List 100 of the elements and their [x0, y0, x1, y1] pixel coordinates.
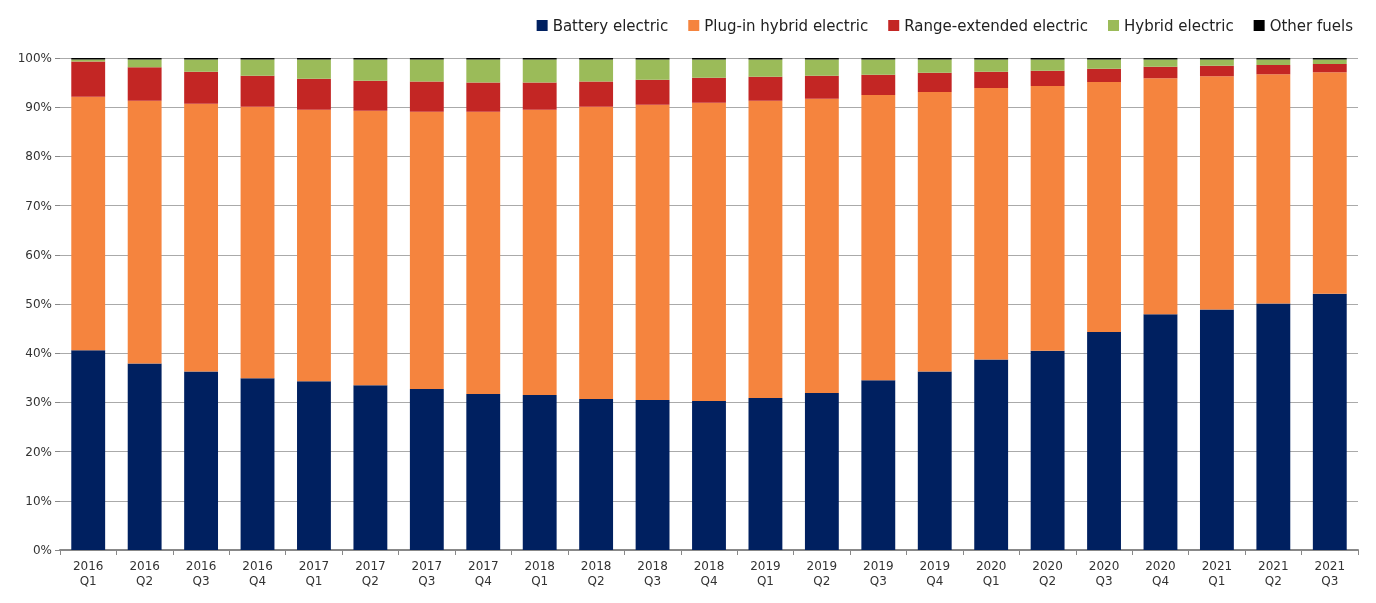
bar: [71, 350, 106, 550]
bar: [409, 81, 444, 112]
bar: [1256, 64, 1291, 75]
bar: [409, 389, 444, 550]
x-tick-label: 2017 Q1: [298, 558, 330, 588]
bar: [71, 96, 106, 351]
bar: [804, 59, 839, 76]
x-tick-label: 2020 Q1: [975, 558, 1007, 588]
bar: [71, 61, 106, 97]
legend-label: Plug-in hybrid electric: [704, 16, 869, 35]
bar: [184, 59, 219, 72]
bar: [466, 111, 501, 395]
bar: [917, 59, 952, 73]
bar: [353, 110, 388, 386]
bar: [974, 88, 1009, 360]
bar: [1199, 76, 1234, 310]
bar: [579, 59, 614, 82]
bar: [1312, 72, 1347, 294]
legend-label: Hybrid electric: [1124, 16, 1234, 35]
bar: [804, 98, 839, 394]
legend-label: Other fuels: [1269, 16, 1354, 35]
x-tick-label: 2016 Q4: [242, 558, 273, 588]
x-tick-label: 2020 Q4: [1145, 558, 1176, 588]
y-tick-label: 0%: [32, 543, 52, 557]
bar: [522, 109, 557, 396]
bar: [861, 380, 896, 550]
bar: [1312, 293, 1347, 550]
x-tick-label: 2020 Q2: [1032, 558, 1063, 588]
x-tick-label: 2019 Q4: [919, 558, 951, 588]
x-tick-label: 2021 Q1: [1201, 558, 1233, 588]
x-tick-label: 2021 Q3: [1314, 558, 1346, 588]
y-tick-label: 100%: [17, 51, 52, 65]
bar: [127, 67, 162, 101]
bar: [917, 91, 952, 372]
bar: [579, 398, 614, 550]
bar: [1199, 65, 1234, 77]
bar: [353, 385, 388, 550]
x-tick-label: 2018 Q4: [693, 558, 725, 588]
y-tick-label: 80%: [25, 149, 52, 164]
bar: [1143, 66, 1178, 79]
bar: [240, 59, 275, 76]
bar: [974, 59, 1009, 72]
x-tick-label: 2017 Q4: [467, 558, 499, 588]
x-tick-label: 2016 Q2: [129, 558, 160, 588]
bar: [1256, 59, 1291, 65]
bar: [297, 381, 331, 550]
bar: [1087, 332, 1121, 550]
bar: [861, 59, 896, 75]
bar: [1030, 350, 1065, 550]
y-tick-label: 20%: [25, 444, 52, 459]
bar: [1256, 74, 1291, 304]
x-tick-label: 2020 Q3: [1088, 558, 1120, 588]
bar: [409, 111, 444, 390]
x-tick-label: 2016 Q1: [72, 558, 104, 588]
x-tick-label: 2019 Q3: [863, 558, 894, 588]
bar: [748, 76, 783, 101]
bar: [1087, 68, 1121, 83]
bar: [1143, 78, 1178, 315]
bar: [974, 71, 1009, 89]
bar: [184, 371, 219, 550]
bar: [748, 59, 783, 77]
x-tick-label: 2018 Q1: [524, 558, 555, 588]
bar: [1312, 63, 1347, 73]
bar: [409, 59, 444, 82]
bar: [861, 74, 896, 95]
bar: [184, 71, 219, 104]
bar: [748, 397, 783, 550]
y-tick-label: 70%: [25, 198, 52, 213]
bar: [297, 59, 331, 79]
bar: [1087, 59, 1121, 69]
bar: [240, 106, 275, 379]
bar: [1143, 59, 1178, 67]
bar: [1143, 314, 1178, 550]
bar: [635, 59, 670, 80]
bar: [635, 79, 670, 105]
bar: [1087, 82, 1121, 333]
y-tick-label: 50%: [25, 297, 52, 311]
bar: [1312, 59, 1347, 64]
bar: [579, 106, 614, 399]
x-tick-label: 2017 Q3: [411, 558, 443, 588]
bar: [804, 393, 839, 550]
bar: [522, 395, 557, 550]
bar: [804, 75, 839, 99]
bar: [522, 59, 557, 83]
y-tick-label: 30%: [25, 395, 52, 410]
legend-label: Battery electric: [552, 16, 669, 35]
bar: [917, 72, 952, 92]
bar: [522, 82, 557, 110]
bar: [184, 103, 219, 372]
bar: [917, 371, 952, 550]
bar: [692, 400, 726, 550]
bar: [635, 104, 670, 400]
bar: [240, 75, 275, 107]
bar: [1030, 59, 1065, 71]
bar: [1030, 70, 1065, 87]
x-tick-label: 2019 Q1: [750, 558, 781, 588]
bar: [692, 77, 726, 103]
bar: [353, 80, 388, 111]
bar: [579, 81, 614, 107]
x-tick-label: 2019 Q2: [806, 558, 838, 588]
